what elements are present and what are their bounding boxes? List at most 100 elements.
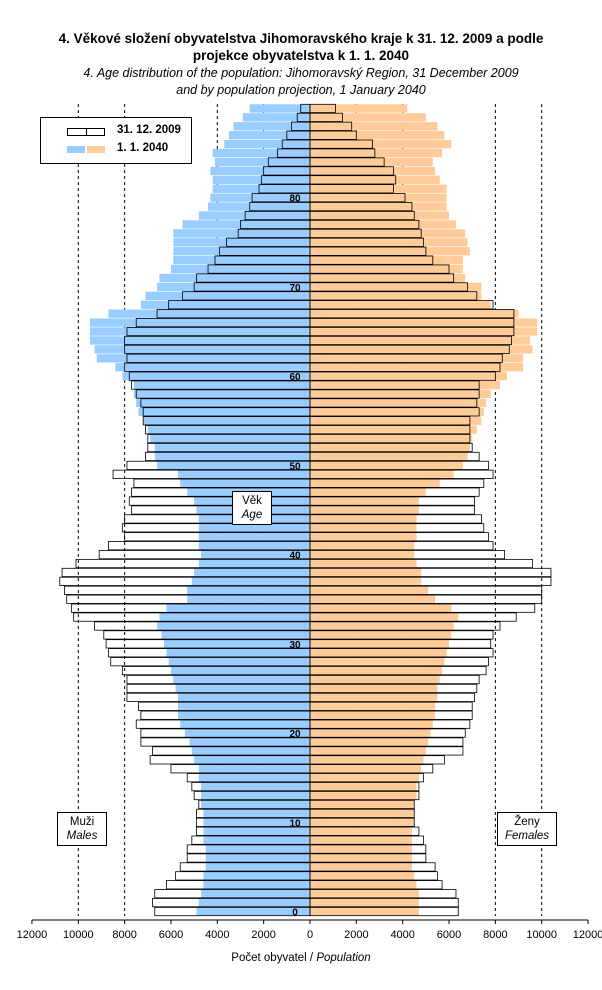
- bar-2040-male-age-61: [115, 363, 310, 372]
- bar-2040-male-age-88: [233, 122, 310, 131]
- bar-2009-female-age-5: [309, 862, 436, 872]
- bar-2040-male-age-56: [138, 407, 310, 417]
- bar-2040-female-age-61: [310, 363, 524, 372]
- title-line-cz-2: projekce obyvatelstva k 1. 1. 2040: [192, 48, 410, 63]
- x-axis-title: Počet obyvatel / Population: [0, 952, 602, 964]
- title-line-en-1: 4. Age distribution of the population: J…: [83, 66, 519, 80]
- bar-2040-female-age-29: [310, 648, 447, 657]
- bar-2009-female-age-16: [309, 764, 434, 774]
- bar-2040-female-age-47: [310, 487, 426, 497]
- bar-2009-female-age-28: [309, 657, 489, 667]
- bar-2040-female-age-70: [310, 282, 482, 292]
- bar-2040-female-age-21: [310, 719, 433, 729]
- bar-2040-male-age-66: [89, 318, 310, 327]
- bar-2040-female-age-37: [310, 577, 422, 586]
- bar-2040-female-age-34: [310, 603, 452, 613]
- bar-2040-female-age-55: [310, 416, 482, 425]
- bar-2009-female-age-20: [309, 728, 466, 738]
- bar-2040-male-age-76: [173, 229, 310, 238]
- females-label-en: Females: [504, 830, 550, 842]
- bar-2009-female-age-14: [309, 782, 420, 792]
- x-tick-label-8: 4000: [390, 929, 414, 941]
- legend: 31. 12. 2009 1. 1. 2040: [40, 117, 192, 164]
- bar-2040-male-age-58: [133, 389, 310, 399]
- bar-2040-female-age-5: [310, 862, 412, 872]
- bar-2009-female-age-55: [309, 416, 471, 426]
- bar-2009-female-age-82: [309, 175, 397, 185]
- bar-2009-female-age-75: [309, 237, 424, 247]
- bar-2009-female-age-70: [309, 282, 468, 292]
- bar-2040-female-age-62: [310, 354, 524, 363]
- bar-2040-female-age-24: [310, 693, 438, 702]
- bar-2009-female-age-21: [309, 719, 471, 729]
- males-label-en: Males: [66, 830, 98, 842]
- bar-2040-female-age-12: [310, 800, 415, 809]
- bar-2009-female-age-52: [309, 442, 473, 453]
- bar-2040-female-age-64: [310, 336, 531, 345]
- bar-2009-female-age-83: [309, 166, 394, 176]
- legend-swatch-2009: [67, 128, 105, 136]
- bar-2040-male-age-39: [198, 559, 310, 568]
- bar-2040-male-age-60: [122, 371, 310, 381]
- age-tick-10: 10: [289, 818, 301, 829]
- legend-label-2009: 31. 12. 2009: [117, 124, 181, 136]
- bar-2009-female-age-19: [309, 737, 464, 747]
- bar-2009-female-age-77: [309, 219, 420, 230]
- bar-2009-female-age-81: [309, 184, 394, 194]
- bar-2009-female-age-74: [309, 246, 427, 256]
- bar-2040-female-age-51: [310, 452, 468, 461]
- bar-2009-female-age-73: [309, 255, 434, 265]
- bar-2009-female-age-12: [309, 799, 415, 810]
- bar-2009-female-age-47: [309, 487, 480, 497]
- bar-2040-male-age-7: [205, 844, 310, 854]
- bar-2040-female-age-45: [310, 505, 419, 515]
- bar-2040-female-age-57: [310, 398, 487, 408]
- bar-2009-female-age-69: [309, 291, 478, 301]
- bar-2040-male-age-17: [194, 755, 310, 765]
- bar-2040-female-age-40: [310, 550, 415, 559]
- bar-2009-female-age-67: [309, 309, 515, 319]
- bar-2009-female-age-15: [309, 773, 424, 783]
- bar-2040-male-age-81: [212, 184, 310, 193]
- bar-2040-male-age-34: [166, 603, 310, 613]
- bar-2009-female-age-59: [309, 380, 480, 390]
- bar-2009-female-age-25: [309, 683, 478, 694]
- bar-2040-female-age-80: [310, 193, 447, 202]
- bar-2009-female-age-76: [309, 228, 422, 238]
- bar-2040-male-age-43: [198, 523, 310, 533]
- chart-title-block: 4. Věkové složení obyvatelstva Jihomorav…: [0, 30, 602, 98]
- x-tick-label-12: 12000: [573, 929, 602, 941]
- bar-2040-male-age-42: [198, 532, 310, 541]
- bar-2009-female-age-63: [309, 344, 510, 354]
- bar-2009-female-age-90: [309, 103, 336, 114]
- bar-2040-male-age-73: [173, 255, 310, 265]
- bar-2040-male-age-57: [136, 398, 310, 408]
- bar-2009-female-age-88: [309, 121, 353, 131]
- bar-2009-female-age-7: [309, 844, 427, 854]
- x-tick-label-3: 6000: [159, 929, 183, 941]
- bar-2040-male-age-23: [177, 702, 310, 711]
- bar-2040-male-age-1: [198, 898, 310, 907]
- bar-2040-male-age-65: [89, 327, 310, 336]
- x-tick-labels: 12000 10000 8000 6000 4000 2000 0 2000 4000 6000 8…: [17, 929, 602, 941]
- bar-2040-male-age-31: [161, 630, 310, 640]
- bar-2040-male-age-83: [210, 166, 310, 176]
- bar-2040-female-age-60: [310, 371, 507, 381]
- bar-2009-female-age-22: [309, 710, 473, 720]
- bar-2009-female-age-50: [309, 460, 489, 470]
- age-tick-20: 20: [289, 729, 301, 740]
- bar-2040-female-age-83: [310, 166, 436, 176]
- bar-2040-male-age-10: [203, 818, 310, 827]
- bar-2040-female-age-4: [310, 871, 415, 881]
- bar-2040-female-age-6: [310, 853, 412, 863]
- bar-2009-female-age-42: [309, 532, 489, 542]
- bar-2040-male-age-37: [191, 577, 310, 586]
- bar-2040-male-age-19: [189, 737, 310, 747]
- x-tick-label-11: 10000: [526, 929, 557, 941]
- females-label-cz: Ženy: [514, 816, 540, 828]
- bar-2040-male-age-75: [173, 238, 310, 247]
- bar-2040-female-age-52: [310, 443, 470, 452]
- bar-2040-female-age-77: [310, 220, 456, 229]
- bar-2040-male-age-84: [215, 157, 310, 167]
- bar-2040-male-age-79: [208, 202, 310, 211]
